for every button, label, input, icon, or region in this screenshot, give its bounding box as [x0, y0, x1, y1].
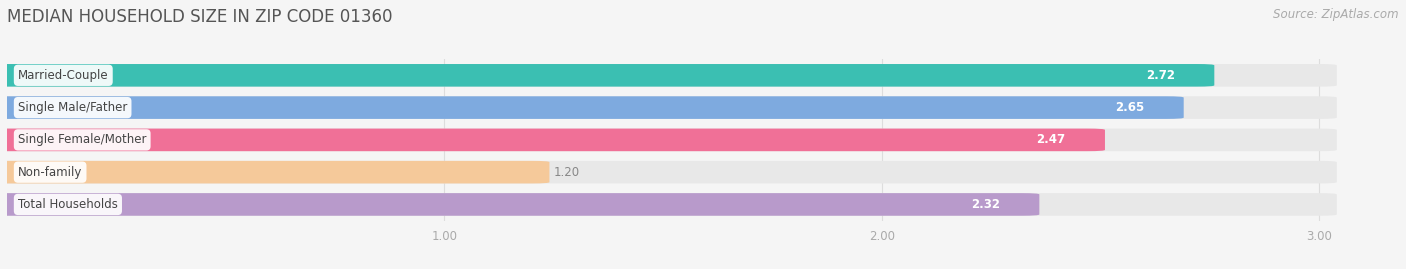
FancyBboxPatch shape: [0, 129, 1337, 151]
Text: Single Female/Mother: Single Female/Mother: [18, 133, 146, 146]
Text: 1.20: 1.20: [554, 166, 579, 179]
Text: Single Male/Father: Single Male/Father: [18, 101, 128, 114]
Text: Married-Couple: Married-Couple: [18, 69, 108, 82]
Text: 2.72: 2.72: [1146, 69, 1175, 82]
Text: 2.32: 2.32: [972, 198, 1000, 211]
Text: Source: ZipAtlas.com: Source: ZipAtlas.com: [1274, 8, 1399, 21]
FancyBboxPatch shape: [0, 64, 1215, 87]
FancyBboxPatch shape: [0, 96, 1184, 119]
FancyBboxPatch shape: [0, 193, 1337, 216]
Text: MEDIAN HOUSEHOLD SIZE IN ZIP CODE 01360: MEDIAN HOUSEHOLD SIZE IN ZIP CODE 01360: [7, 8, 392, 26]
FancyBboxPatch shape: [0, 161, 550, 183]
FancyBboxPatch shape: [0, 64, 1337, 87]
Text: 2.47: 2.47: [1036, 133, 1066, 146]
Text: 2.65: 2.65: [1115, 101, 1144, 114]
FancyBboxPatch shape: [0, 161, 1337, 183]
FancyBboxPatch shape: [0, 96, 1337, 119]
FancyBboxPatch shape: [0, 129, 1105, 151]
FancyBboxPatch shape: [0, 193, 1039, 216]
Text: Total Households: Total Households: [18, 198, 118, 211]
Text: Non-family: Non-family: [18, 166, 83, 179]
